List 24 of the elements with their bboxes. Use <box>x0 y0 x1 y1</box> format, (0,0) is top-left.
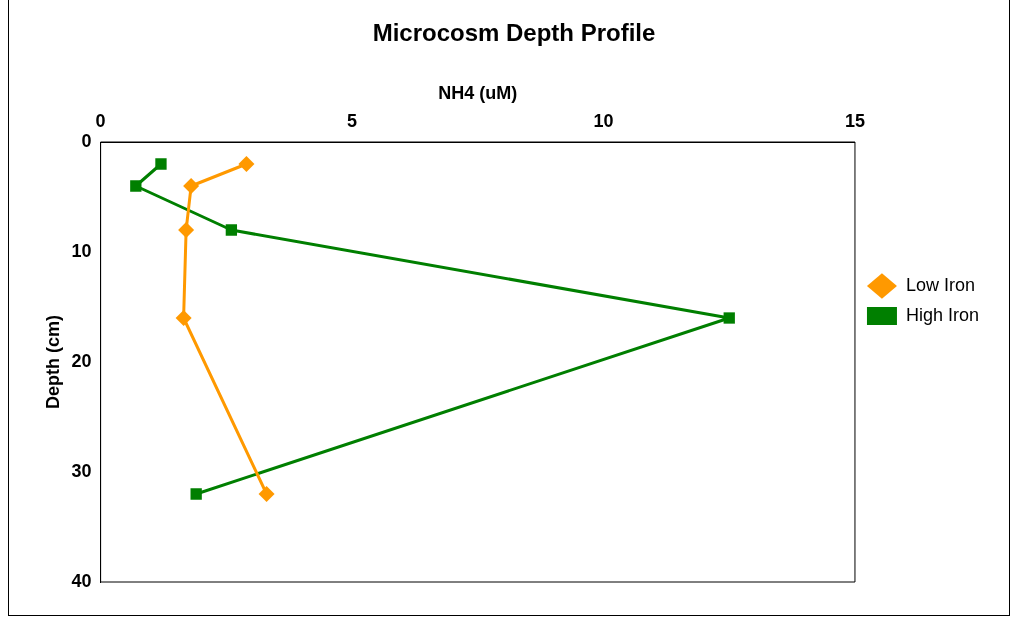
x-tick-label: 10 <box>593 111 614 132</box>
y-tick-label: 40 <box>71 570 92 591</box>
x-tick-label: 15 <box>844 111 865 132</box>
y-tick-label: 10 <box>71 240 92 261</box>
chart-title: Microcosm Depth Profile <box>372 19 656 47</box>
point <box>155 158 167 170</box>
point <box>225 224 238 236</box>
point <box>183 178 200 194</box>
point <box>258 486 275 502</box>
y-tick-label: 30 <box>71 460 92 481</box>
y-tick-label: 0 <box>81 130 92 151</box>
x-axis-title: NH4 (uM) <box>438 82 518 103</box>
point <box>178 222 195 238</box>
point <box>238 156 255 172</box>
legend-label: High Iron <box>905 304 980 325</box>
point <box>190 488 202 500</box>
y-axis-title: Depth (cm) <box>42 315 63 409</box>
x-tick-label: 5 <box>347 111 358 132</box>
x-tick-label: 0 <box>95 111 106 132</box>
point <box>130 180 142 192</box>
y-tick-label: 20 <box>71 350 92 371</box>
point <box>175 310 192 326</box>
legend-label: Low Iron <box>905 274 976 295</box>
point <box>723 312 735 324</box>
